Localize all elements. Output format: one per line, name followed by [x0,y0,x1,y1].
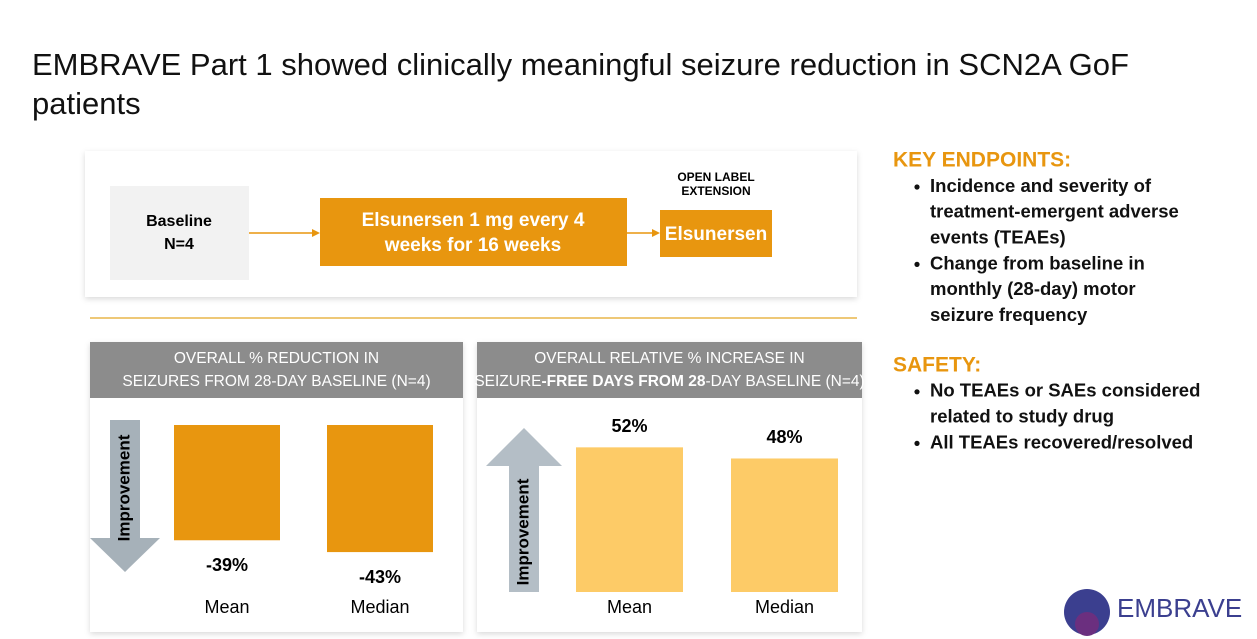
chart-title: OVERALL % REDUCTION IN [174,350,379,367]
category-label: Mean [204,597,249,617]
bullet-text: Change from baseline in [930,252,1145,273]
treatment-text: weeks for 16 weeks [384,235,561,256]
baseline-text: Baseline [146,213,212,230]
chart-title: SEIZURES FROM 28-DAY BASELINE (N=4) [122,373,430,390]
section-heading: SAFETY: [893,353,981,376]
arrow-head [652,229,660,237]
bullet-text: No TEAEs or SAEs considered [930,380,1200,401]
bullet-text: Incidence and severity of [930,175,1152,196]
bullet [914,261,920,267]
extension-label: EXTENSION [681,184,750,198]
bullet-text: All TEAEs recovered/resolved [930,431,1193,452]
extension-box [660,210,772,257]
bullet [914,184,920,190]
logo-icon [1075,612,1099,636]
value-label: -43% [359,567,401,587]
improvement-arrow [486,428,562,592]
baseline-box [110,186,249,280]
chart-title-part: SEIZURE [474,373,541,390]
slide-title: EMBRAVE Part 1 showed clinically meaning… [32,47,1129,82]
logo-text: EMBRAVE [1117,593,1242,623]
bar [174,425,280,541]
chart-header [477,342,862,398]
bullet-text: related to study drug [930,405,1114,426]
chart-title-part: SEIZURES FROM 28-DAY BASELINE (N=4) [122,373,430,390]
section-heading: KEY ENDPOINTS: [893,149,1071,172]
chart-title: SEIZURE-FREE DAYS FROM 28-DAY BASELINE (… [474,373,864,390]
treatment-box [320,198,627,266]
value-label: -39% [206,555,248,575]
chart-header [90,342,463,398]
category-label: Median [350,597,409,617]
extension-label: OPEN LABEL [677,170,754,184]
bar [327,425,433,553]
chart-title-part: OVERALL RELATIVE % INCREASE IN [534,350,804,367]
bullet-text: seizure frequency [930,304,1088,325]
category-label: Mean [607,597,652,617]
bullet-text: treatment-emergent adverse [930,201,1179,222]
baseline-text: N=4 [164,236,194,253]
arrow-label: Improvement [114,434,133,541]
bullet-text: monthly (28-day) motor [930,278,1136,299]
chart-title-part: -DAY BASELINE (N=4) [705,373,864,390]
arrow-head [312,229,320,237]
treatment-text: Elsunersen 1 mg every 4 [362,210,585,231]
category-label: Median [755,597,814,617]
value-label: 52% [611,416,647,436]
chart-title-part: OVERALL % REDUCTION IN [174,350,379,367]
bullet [914,440,920,446]
chart-title-part: -FREE DAYS FROM 28 [542,373,706,390]
side-panel: KEY ENDPOINTS: Incidence and severity of t… [893,149,1200,453]
improvement-arrow [90,420,160,572]
arrow-label: Improvement [513,478,532,585]
bar [576,447,683,592]
bullet [914,389,920,395]
bullet-text: events (TEAEs) [930,226,1066,247]
slide-title: patients [32,86,141,121]
chart-title: OVERALL RELATIVE % INCREASE IN [534,350,804,367]
value-label: 48% [766,427,802,447]
bar [731,458,838,592]
extension-text: Elsunersen [665,224,767,245]
charts: OVERALL % REDUCTION IN SEIZURES FROM 28-D… [90,342,865,632]
